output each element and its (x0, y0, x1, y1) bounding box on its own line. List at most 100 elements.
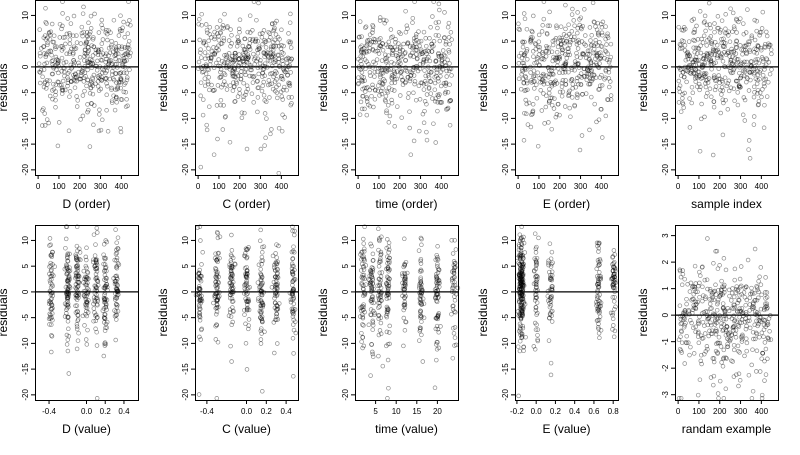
data-point (566, 90, 572, 95)
data-point (364, 112, 370, 118)
data-point (421, 59, 426, 65)
y-tick-label: -2 (661, 364, 670, 372)
data-point (447, 99, 452, 104)
data-point (607, 84, 612, 90)
data-point (278, 89, 284, 95)
data-point (114, 80, 119, 85)
data-point (541, 57, 547, 62)
data-point (578, 82, 584, 88)
data-point (37, 70, 43, 75)
data-point (103, 70, 108, 76)
data-point (747, 295, 753, 300)
data-point (441, 52, 447, 58)
data-point (389, 87, 395, 92)
data-point (122, 52, 127, 58)
data-point (246, 54, 251, 59)
x-axis-label: randam example (682, 422, 772, 436)
data-point (445, 57, 450, 63)
data-point (395, 56, 401, 61)
y-tick-label: -10 (501, 112, 510, 124)
data-point (47, 93, 53, 99)
data-point (99, 41, 105, 46)
y-tick-label: 5 (341, 263, 350, 268)
data-point (111, 17, 117, 23)
data-point (745, 257, 751, 263)
data-point (732, 98, 737, 104)
data-point (432, 99, 438, 104)
data-point (57, 21, 63, 27)
data-point (67, 31, 72, 36)
data-point (110, 61, 115, 66)
data-point (86, 48, 92, 53)
data-point (276, 170, 282, 176)
data-point (260, 83, 265, 89)
data-point (123, 90, 129, 95)
data-point (446, 68, 452, 74)
data-point (414, 47, 420, 53)
data-point (563, 26, 568, 32)
data-point (44, 86, 49, 91)
data-point (44, 117, 50, 122)
data-point (677, 89, 683, 95)
data-point (87, 144, 93, 149)
data-point (370, 327, 375, 332)
x-tick-label: 10 (392, 407, 401, 416)
data-point (260, 389, 265, 394)
data-point (423, 73, 428, 79)
data-point (524, 47, 530, 52)
data-point (81, 79, 87, 84)
data-point (101, 353, 107, 359)
data-point (114, 317, 119, 322)
data-point (59, 48, 65, 53)
data-point (762, 102, 767, 108)
data-point (538, 88, 543, 93)
data-point (574, 91, 580, 97)
data-point (434, 67, 440, 73)
data-point (270, 39, 276, 45)
data-point (412, 81, 417, 87)
data-point (374, 57, 380, 62)
data-point (378, 36, 383, 41)
data-point (214, 49, 219, 54)
data-point (707, 86, 713, 92)
data-point (116, 79, 122, 85)
data-point (124, 45, 130, 51)
data-point (101, 242, 107, 247)
data-point (589, 94, 594, 100)
data-point (88, 101, 94, 106)
data-point (260, 41, 265, 47)
data-point (750, 347, 755, 352)
data-point (370, 24, 376, 29)
data-point (108, 44, 114, 50)
data-point (87, 59, 92, 65)
data-point (752, 246, 758, 252)
data-point (423, 58, 429, 64)
data-point (605, 31, 610, 36)
data-point (443, 42, 449, 47)
data-point (212, 50, 217, 56)
data-point (599, 107, 604, 112)
data-point (249, 67, 254, 73)
y-tick-label: 0 (341, 289, 350, 294)
y-tick-label: 5 (341, 38, 350, 43)
data-point (534, 82, 539, 87)
data-point (404, 23, 410, 28)
data-point (103, 51, 109, 56)
data-point (281, 51, 286, 56)
data-point (436, 19, 441, 25)
data-point (559, 84, 565, 90)
data-point (269, 127, 274, 132)
data-point (603, 75, 608, 80)
data-point (204, 27, 210, 33)
data-point (109, 72, 115, 77)
data-point (125, 44, 131, 50)
data-point (452, 298, 458, 303)
data-point (570, 95, 575, 100)
data-point (108, 58, 114, 63)
data-point (384, 68, 389, 73)
data-point (232, 53, 238, 58)
data-point (252, 61, 257, 67)
data-point (428, 25, 433, 30)
data-point (43, 54, 49, 60)
